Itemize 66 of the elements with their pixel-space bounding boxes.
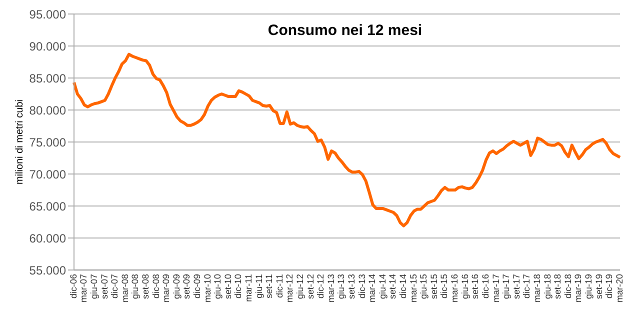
x-tick-label: mar-08	[120, 274, 130, 303]
x-tick-label: set-17	[511, 274, 522, 300]
x-tick-label: dic-14	[398, 274, 408, 299]
x-tick-label: set-16	[470, 274, 480, 300]
x-tick-label: giu-09	[171, 274, 182, 300]
x-tick-label: set-11	[264, 274, 274, 298]
x-tick-label: dic-16	[480, 274, 490, 299]
x-tick-label: giu-19	[583, 274, 594, 300]
x-tick-label: dic-06	[68, 274, 78, 299]
y-tick-label: 75.000	[29, 135, 66, 150]
x-tick-label: giu-12	[295, 274, 306, 300]
x-tick-label: set-13	[346, 274, 357, 300]
x-tick-label: mar-09	[161, 274, 172, 303]
line-series	[72, 52, 622, 228]
x-tick-label: dic-15	[439, 274, 450, 299]
x-tick-label: giu-08	[130, 274, 140, 300]
x-tick-label: dic-19	[604, 274, 614, 299]
x-tick-label: giu-14	[377, 274, 388, 300]
x-tick-label: dic-18	[562, 274, 573, 299]
x-tick-label: mar-16	[450, 274, 460, 303]
x-tick-label: giu-17	[501, 274, 512, 300]
y-tick-label: 70.000	[29, 167, 66, 182]
x-tick-label: mar-15	[408, 274, 418, 303]
x-tick-label: dic-11	[274, 274, 284, 298]
x-tick-label: set-15	[428, 274, 439, 300]
x-tick-label: set-08	[140, 274, 151, 300]
x-tick-label: mar-14	[367, 274, 378, 303]
text: Consumo nei 12 mesi	[266, 22, 424, 39]
x-tick-label: giu-15	[418, 274, 429, 300]
x-tick-label: set-14	[388, 274, 398, 300]
y-tick-label: 65.000	[29, 199, 66, 214]
x-tick-label: mar-17	[490, 274, 501, 303]
x-tick-label: dic-12	[316, 274, 326, 299]
x-tick-label: mar-10	[202, 274, 212, 303]
x-tick-label: mar-11	[244, 274, 254, 302]
x-tick-label: giu-10	[212, 274, 223, 300]
x-tick-label: mar-18	[532, 274, 542, 303]
x-tick-label: dic-09	[192, 274, 202, 299]
x-tick-label: giu-11	[254, 274, 264, 298]
y-tick-label: 80.000	[29, 103, 66, 118]
x-tick-label: set-09	[182, 274, 192, 300]
x-tick-label: dic-10	[233, 274, 244, 299]
x-tick-label: dic-08	[150, 274, 161, 299]
y-axis-title: milioni di metri cubi	[14, 99, 26, 185]
y-tick-label: 55.000	[29, 263, 66, 278]
x-tick-label: set-12	[305, 274, 316, 300]
x-tick-label: mar-19	[573, 274, 584, 303]
x-tick-label: set-07	[99, 274, 110, 300]
x-tick-label: dic-07	[110, 274, 120, 299]
x-tick-label: giu-07	[88, 274, 99, 300]
x-tick-label: dic-13	[356, 274, 367, 299]
x-tick-label: mar-12	[284, 274, 295, 303]
x-tick-label: dic-17	[522, 274, 532, 299]
y-tick-label: 85.000	[29, 71, 66, 86]
x-tick-label: giu-16	[460, 274, 470, 300]
x-tick-label: giu-13	[336, 274, 346, 300]
x-tick-label: set-18	[552, 274, 563, 300]
x-tick-label: giu-18	[542, 274, 552, 300]
y-tick-label: 95.000	[29, 7, 66, 22]
x-tick-label: set-19	[594, 274, 604, 300]
y-tick-label: 90.000	[29, 39, 66, 54]
x-tick-label: mar-13	[326, 274, 336, 303]
y-tick-label: 60.000	[29, 231, 66, 246]
x-tick-label: mar-20	[614, 274, 624, 303]
x-tick-label: mar-07	[78, 274, 89, 303]
x-tick-label: set-10	[222, 274, 233, 300]
